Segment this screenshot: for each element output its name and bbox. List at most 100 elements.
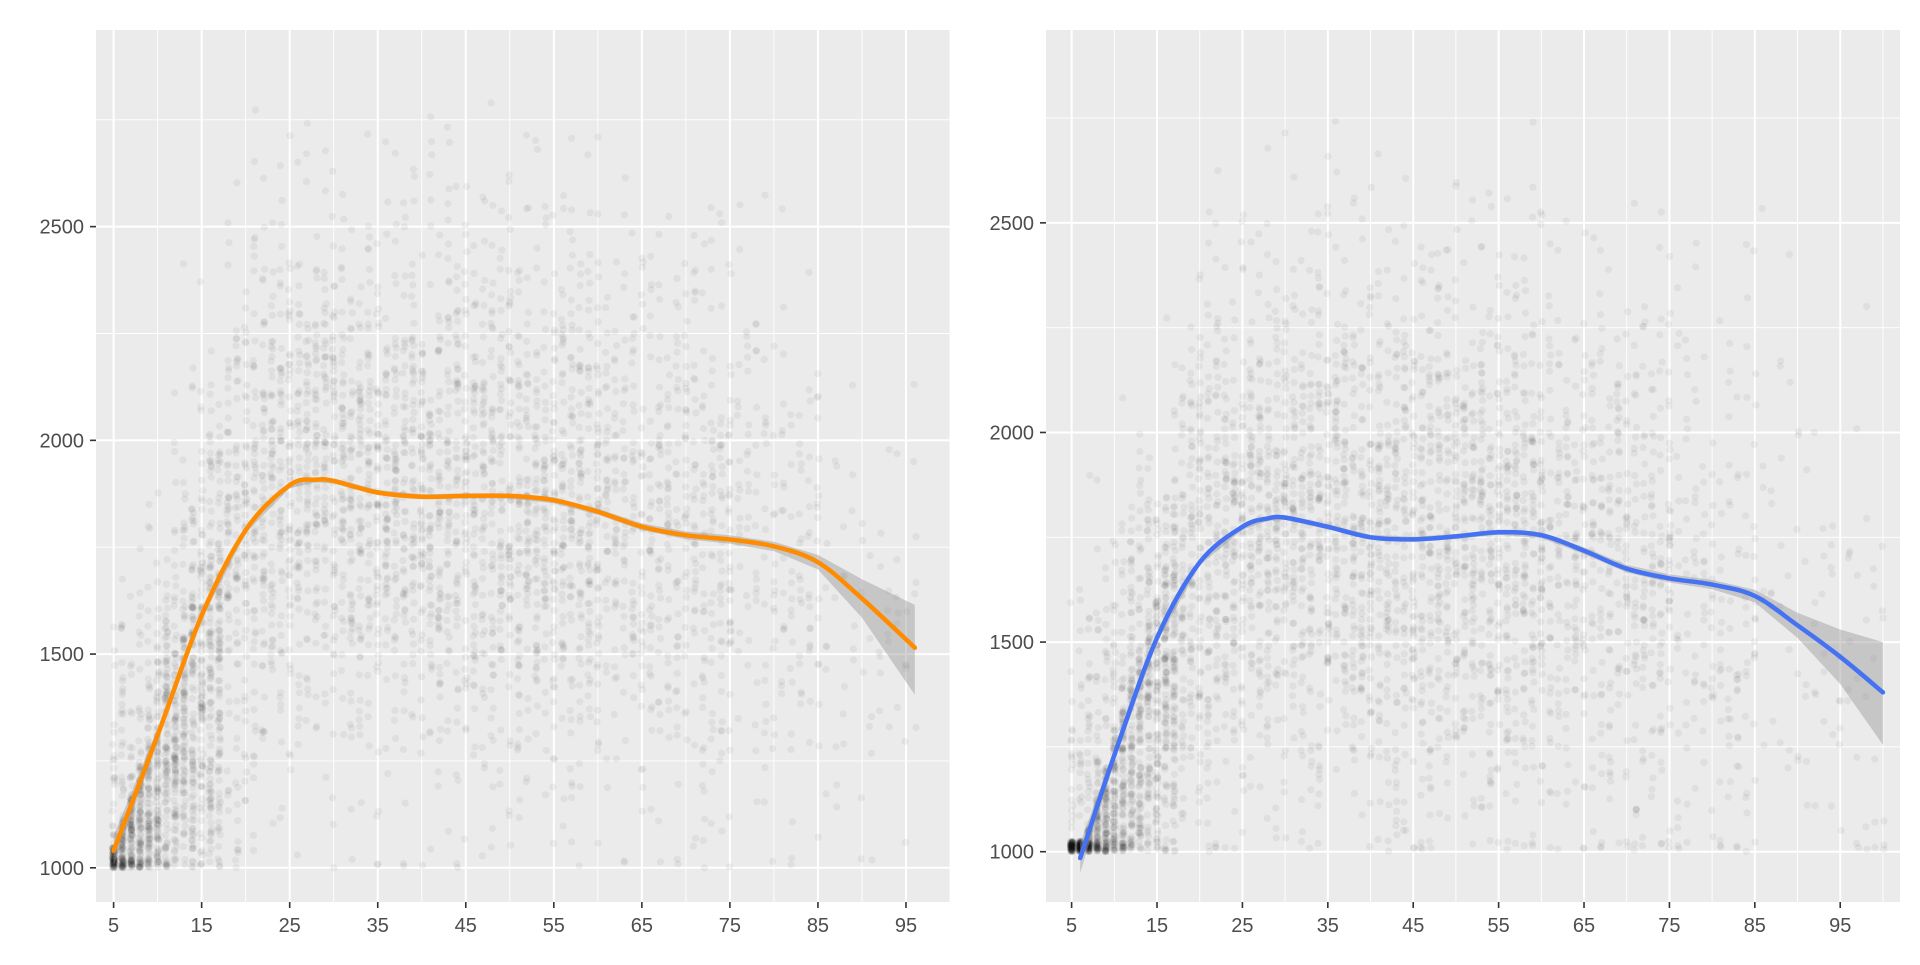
scatter-point bbox=[664, 501, 671, 508]
scatter-point bbox=[542, 399, 549, 406]
scatter-point bbox=[674, 654, 681, 661]
scatter-point bbox=[603, 487, 610, 494]
scatter-point bbox=[267, 651, 274, 658]
scatter-point bbox=[700, 510, 707, 517]
scatter-point bbox=[268, 561, 275, 568]
x-tick-label: 5 bbox=[108, 915, 119, 937]
scatter-point bbox=[620, 857, 627, 864]
scatter-point bbox=[596, 496, 603, 503]
scatter-point bbox=[769, 745, 776, 752]
scatter-point bbox=[717, 432, 724, 439]
scatter-point bbox=[278, 391, 285, 398]
scatter-point bbox=[690, 625, 697, 632]
scatter-point bbox=[303, 321, 310, 328]
scatter-point bbox=[251, 608, 258, 615]
scatter-point bbox=[197, 388, 204, 395]
scatter-point bbox=[391, 529, 398, 536]
scatter-point bbox=[269, 345, 276, 352]
scatter-point bbox=[198, 586, 205, 593]
scatter-point bbox=[208, 474, 215, 481]
scatter-point bbox=[666, 372, 673, 379]
scatter-point bbox=[241, 489, 248, 496]
scatter-point bbox=[408, 336, 415, 343]
scatter-point bbox=[408, 354, 415, 361]
scatter-point bbox=[735, 715, 742, 722]
scatter-point bbox=[497, 295, 504, 302]
scatter-point bbox=[762, 701, 769, 708]
scatter-point bbox=[206, 615, 213, 622]
scatter-point bbox=[701, 608, 708, 615]
scatter-point bbox=[226, 698, 233, 705]
scatter-point bbox=[770, 578, 777, 585]
scatter-point bbox=[418, 519, 425, 526]
scatter-point bbox=[384, 574, 391, 581]
scatter-point bbox=[498, 247, 505, 254]
scatter-point bbox=[313, 268, 320, 275]
scatter-point bbox=[507, 526, 514, 533]
scatter-point bbox=[137, 825, 144, 832]
scatter-point bbox=[357, 576, 364, 583]
scatter-point bbox=[603, 669, 610, 676]
scatter-point bbox=[551, 447, 558, 454]
scatter-point bbox=[577, 783, 584, 790]
scatter-point bbox=[709, 355, 716, 362]
scatter-point bbox=[347, 433, 354, 440]
scatter-point bbox=[233, 745, 240, 752]
scatter-point bbox=[656, 711, 663, 718]
scatter-point bbox=[304, 411, 311, 418]
scatter-point bbox=[630, 620, 637, 627]
scatter-point bbox=[657, 727, 664, 734]
scatter-point bbox=[470, 681, 477, 688]
scatter-point bbox=[250, 243, 257, 250]
scatter-point bbox=[366, 444, 373, 451]
scatter-point bbox=[453, 538, 460, 545]
scatter-point bbox=[567, 574, 574, 581]
scatter-point bbox=[287, 439, 294, 446]
scatter-point bbox=[726, 459, 733, 466]
scatter-point bbox=[463, 512, 470, 519]
scatter-point bbox=[532, 624, 539, 631]
scatter-point bbox=[541, 643, 548, 650]
scatter-point bbox=[568, 394, 575, 401]
scatter-point bbox=[180, 843, 187, 850]
scatter-point bbox=[241, 697, 248, 704]
scatter-point bbox=[393, 520, 400, 527]
scatter-point bbox=[392, 150, 399, 157]
scatter-point bbox=[127, 836, 134, 843]
scatter-point bbox=[322, 321, 329, 328]
scatter-point bbox=[490, 672, 497, 679]
scatter-point bbox=[683, 587, 690, 594]
scatter-point bbox=[162, 832, 169, 839]
scatter-point bbox=[294, 390, 301, 397]
scatter-point bbox=[419, 565, 426, 572]
scatter-point bbox=[409, 449, 416, 456]
scatter-point bbox=[164, 807, 171, 814]
scatter-point bbox=[498, 602, 505, 609]
scatter-point bbox=[462, 231, 469, 238]
scatter-point bbox=[444, 717, 451, 724]
scatter-point bbox=[426, 512, 433, 519]
scatter-point bbox=[234, 817, 241, 824]
scatter-point bbox=[717, 595, 724, 602]
scatter-point bbox=[295, 464, 302, 471]
scatter-point bbox=[593, 640, 600, 647]
scatter-point bbox=[594, 441, 601, 448]
scatter-point bbox=[242, 569, 249, 576]
scatter-point bbox=[426, 563, 433, 570]
scatter-point bbox=[331, 309, 338, 316]
scatter-point bbox=[621, 387, 628, 394]
scatter-point bbox=[551, 656, 558, 663]
scatter-point bbox=[619, 427, 626, 434]
scatter-point bbox=[198, 460, 205, 467]
scatter-point bbox=[780, 351, 787, 358]
scatter-point bbox=[770, 645, 777, 652]
scatter-point bbox=[657, 594, 664, 601]
scatter-point bbox=[225, 239, 232, 246]
scatter-point bbox=[321, 599, 328, 606]
scatter-point bbox=[435, 768, 442, 775]
scatter-point bbox=[348, 724, 355, 731]
scatter-point bbox=[840, 710, 847, 717]
scatter-point bbox=[665, 449, 672, 456]
scatter-point bbox=[261, 409, 268, 416]
scatter-point bbox=[700, 492, 707, 499]
